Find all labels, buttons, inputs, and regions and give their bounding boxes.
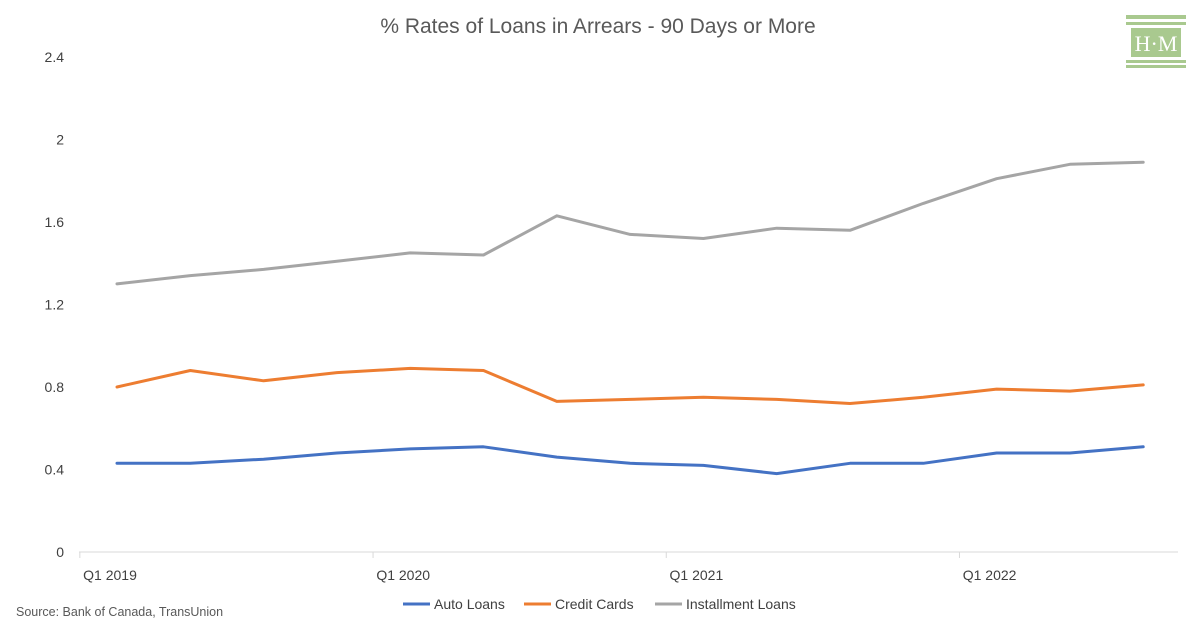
legend-label: Installment Loans xyxy=(686,596,796,612)
series-line-auto-loans xyxy=(115,445,1145,476)
x-axis: Q1 2019 Q1 2020 Q1 2021 Q1 2022 xyxy=(79,551,1178,583)
logo-text: H·M xyxy=(1135,31,1178,56)
x-tick-label: Q1 2019 xyxy=(83,567,137,583)
series-line-credit-cards xyxy=(115,366,1145,405)
x-tick-label: Q1 2020 xyxy=(376,567,430,583)
source-note: Source: Bank of Canada, TransUnion xyxy=(16,605,223,619)
y-tick-label: 0 xyxy=(56,544,64,560)
hm-logo: H·M xyxy=(1126,15,1186,68)
y-tick-label: 0.4 xyxy=(45,462,65,478)
legend-label: Auto Loans xyxy=(434,596,505,612)
logo-bar xyxy=(1126,22,1186,25)
chart-title: % Rates of Loans in Arrears - 90 Days or… xyxy=(380,15,815,38)
legend: Auto Loans Credit Cards Installment Loans xyxy=(403,596,796,612)
series-line-installment-loans xyxy=(115,160,1145,286)
y-tick-label: 1.2 xyxy=(45,297,65,313)
logo-bar xyxy=(1126,60,1186,63)
series-layer xyxy=(115,160,1145,476)
legend-label: Credit Cards xyxy=(555,596,634,612)
y-axis: 0 0.4 0.8 1.2 1.6 2 2.4 xyxy=(45,49,65,560)
x-tick-label: Q1 2022 xyxy=(963,567,1017,583)
y-tick-label: 0.8 xyxy=(45,379,65,395)
logo-bar xyxy=(1126,65,1186,68)
y-tick-label: 2.4 xyxy=(45,49,65,65)
y-tick-label: 1.6 xyxy=(45,214,65,230)
logo-block xyxy=(1131,28,1181,57)
x-tick-label: Q1 2021 xyxy=(670,567,724,583)
logo-bar xyxy=(1126,15,1186,19)
y-tick-label: 2 xyxy=(56,132,64,148)
